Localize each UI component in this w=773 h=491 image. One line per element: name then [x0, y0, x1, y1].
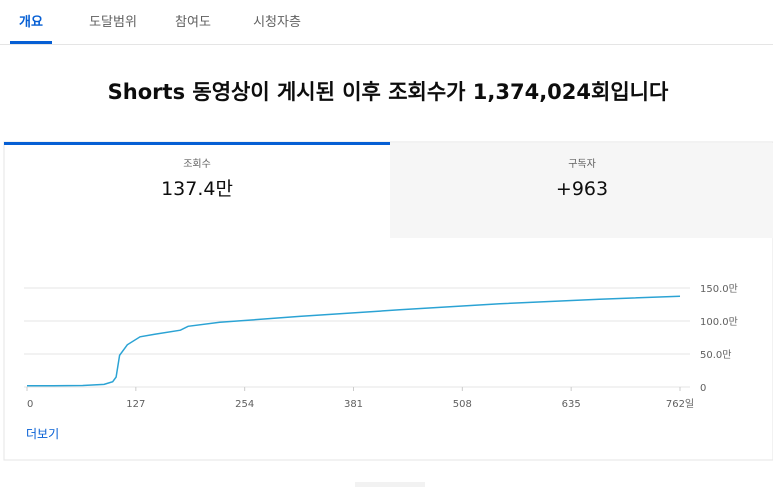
card-indicator [4, 142, 390, 145]
y-tick-label: 0 [700, 383, 706, 394]
tab[interactable]: 도달범위 [89, 15, 137, 30]
tab[interactable]: 참여도 [175, 15, 211, 30]
card-inactive-bg [390, 143, 773, 238]
bottom-element [355, 482, 425, 487]
x-tick-label: 254 [235, 399, 254, 410]
headline: Shorts 동영상이 게시된 이후 조회수가 1,374,024회입니다 [108, 80, 669, 104]
card-label[interactable]: 구독자 [568, 158, 596, 170]
x-tick-label: 381 [344, 399, 363, 410]
x-tick-label: 508 [453, 399, 472, 410]
y-tick-label: 100.0만 [700, 316, 738, 328]
card-label[interactable]: 조회수 [183, 158, 211, 170]
tab[interactable]: 개요 [19, 15, 43, 30]
card-value[interactable]: 137.4만 [161, 178, 233, 200]
more-link[interactable]: 더보기 [26, 427, 59, 441]
tab[interactable]: 시청자층 [253, 15, 301, 30]
tab-indicator [10, 41, 52, 44]
card-value[interactable]: +963 [556, 178, 608, 200]
x-tick-label: 127 [126, 399, 145, 410]
y-tick-label: 50.0만 [700, 349, 731, 361]
x-tick-label: 635 [562, 399, 581, 410]
y-tick-label: 150.0만 [700, 283, 738, 295]
x-tick-label: 0 [27, 399, 33, 410]
data-line [27, 295, 681, 387]
x-tick-label: 762일 [666, 398, 694, 410]
